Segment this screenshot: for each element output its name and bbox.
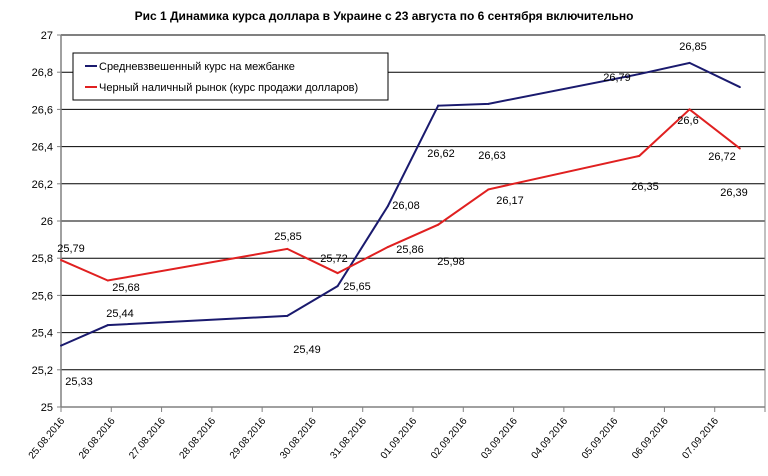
y-tick-label: 26,4 — [32, 142, 53, 154]
x-tick-label: 06.09.2016 — [630, 416, 671, 462]
y-tick-label: 26,2 — [32, 179, 53, 191]
data-point — [487, 102, 490, 105]
data-label: 25,33 — [65, 376, 93, 388]
y-tick-label: 25 — [41, 402, 53, 414]
data-label: 26,6 — [677, 115, 698, 127]
data-label: 25,85 — [274, 231, 302, 243]
data-point — [437, 223, 440, 226]
x-tick-label: 26.08.2016 — [77, 416, 118, 462]
data-label: 25,65 — [343, 281, 371, 293]
series-line-black-market — [60, 108, 741, 282]
data-point — [336, 272, 339, 275]
data-label: 25,68 — [112, 282, 140, 294]
legend-box — [72, 52, 389, 101]
y-tick-label: 26,6 — [32, 104, 53, 116]
data-point — [106, 324, 109, 327]
x-tick-label: 28.08.2016 — [178, 416, 219, 462]
data-label: 26,85 — [679, 41, 707, 53]
x-tick-label: 05.09.2016 — [580, 416, 621, 462]
data-point — [336, 285, 339, 288]
data-point — [738, 86, 741, 89]
data-label: 26,79 — [603, 72, 631, 84]
x-tick-label: 30.08.2016 — [278, 416, 319, 462]
x-tick-label: 07.09.2016 — [680, 416, 721, 462]
data-point — [688, 108, 691, 111]
y-tick-label: 25,4 — [32, 328, 53, 340]
y-tick-label: 26 — [41, 216, 53, 228]
data-label: 25,72 — [320, 253, 348, 265]
data-label: 26,08 — [392, 200, 420, 212]
data-point — [60, 259, 62, 262]
data-point — [638, 73, 641, 76]
x-tick-label: 02.09.2016 — [429, 416, 470, 462]
y-tick-label: 25,2 — [32, 365, 53, 377]
data-label: 25,49 — [293, 344, 321, 356]
y-tick-label: 26,8 — [32, 67, 53, 79]
data-point — [106, 279, 109, 282]
x-tick-label: 03.09.2016 — [479, 416, 520, 462]
data-label: 26,35 — [631, 181, 659, 193]
data-label: 25,44 — [106, 308, 134, 320]
data-label: 26,17 — [496, 195, 524, 207]
data-label: 25,79 — [57, 243, 85, 255]
data-label: 25,86 — [396, 244, 424, 256]
data-point — [688, 61, 691, 64]
data-point — [487, 188, 490, 191]
y-tick-label: 27 — [41, 30, 53, 42]
data-point — [386, 205, 389, 208]
legend-label-black-market: Черный наличный рынок (курс продажи долл… — [99, 82, 358, 94]
data-label: 26,63 — [478, 150, 506, 162]
y-tick-label: 25,6 — [32, 290, 53, 302]
x-tick-label: 31.08.2016 — [328, 416, 369, 462]
data-label: 26,39 — [720, 187, 748, 199]
x-tick-label: 01.09.2016 — [379, 416, 420, 462]
data-label: 26,72 — [708, 151, 736, 163]
series-line-interbank — [60, 61, 741, 347]
x-tick-label: 27.08.2016 — [127, 416, 168, 462]
x-tick-label: 29.08.2016 — [228, 416, 269, 462]
data-point — [286, 247, 289, 250]
data-label: 26,62 — [427, 148, 455, 160]
data-point — [60, 344, 62, 347]
legend-label-interbank: Средневзвешенный курс на межбанке — [99, 61, 295, 73]
data-point — [386, 246, 389, 249]
data-point — [638, 154, 641, 157]
y-tick-label: 25,8 — [32, 253, 53, 265]
x-tick-label: 25.08.2016 — [27, 416, 68, 462]
chart-title: Рис 1 Динамика курса доллара в Украине с… — [135, 9, 634, 23]
data-point — [286, 314, 289, 317]
data-point — [738, 147, 741, 150]
data-label: 25,98 — [437, 256, 465, 268]
data-point — [437, 104, 440, 107]
x-tick-label: 04.09.2016 — [530, 416, 571, 462]
legend: Средневзвешенный курс на межбанке Черный… — [72, 52, 389, 101]
